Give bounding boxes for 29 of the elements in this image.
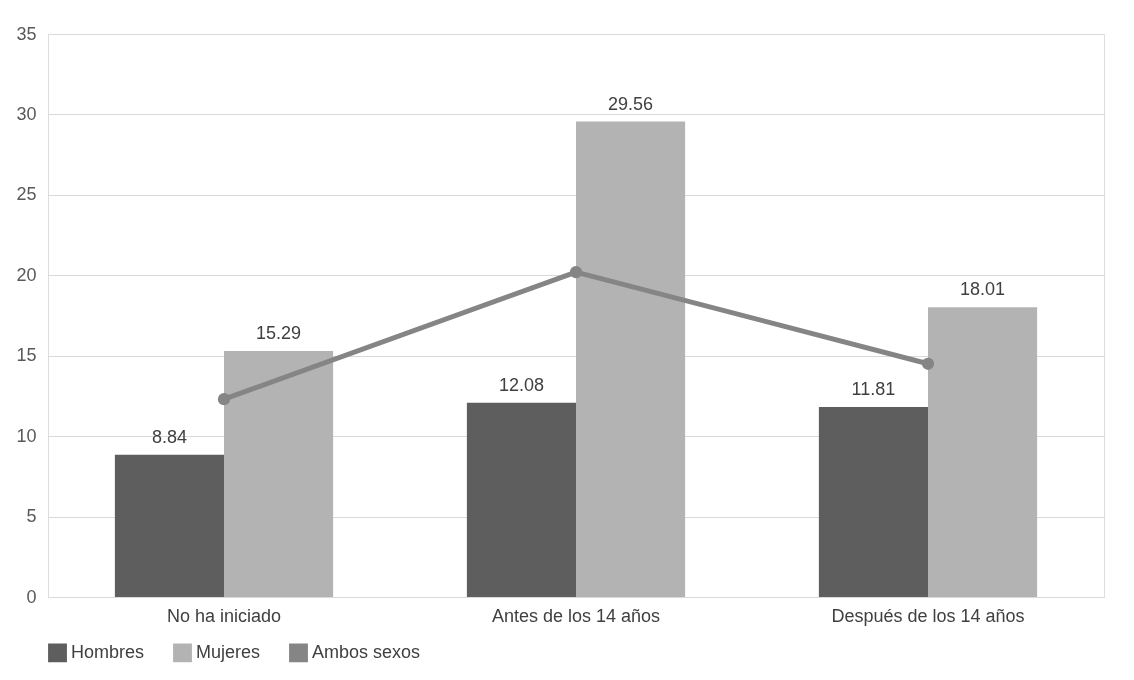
data-label: 18.01 (960, 279, 1006, 300)
data-label: 29.56 (608, 93, 654, 114)
data-label: 12.08 (498, 374, 544, 395)
bar (928, 307, 1038, 597)
point (921, 357, 935, 370)
y-tick-label: 15 (16, 345, 37, 366)
y-tick-label: 35 (16, 23, 37, 44)
point (569, 265, 583, 279)
bar (466, 402, 576, 597)
y-tick-label: 10 (16, 425, 37, 446)
x-tick-label: No ha iniciado (166, 605, 282, 626)
data-label: 11.81 (851, 379, 896, 400)
bar (224, 351, 334, 597)
legend-label: Hombres (71, 641, 145, 662)
bar (114, 454, 224, 597)
y-tick-label: 20 (16, 264, 37, 285)
x-tick-label: Antes de los 14 años (491, 605, 661, 626)
data-label: 15.29 (256, 323, 302, 344)
y-tick-label: 5 (26, 506, 37, 527)
y-tick-label: 0 (26, 586, 37, 607)
legend-label: Mujeres (196, 641, 261, 662)
bar (818, 407, 928, 597)
x-tick-label: Después de los 14 años (831, 605, 1025, 626)
data-label: 8.84 (151, 426, 187, 447)
bar (576, 121, 686, 597)
point (217, 393, 231, 406)
legend-label: Ambos sexos (312, 641, 421, 662)
y-tick-label: 25 (16, 184, 37, 205)
y-tick-label: 30 (16, 103, 37, 124)
